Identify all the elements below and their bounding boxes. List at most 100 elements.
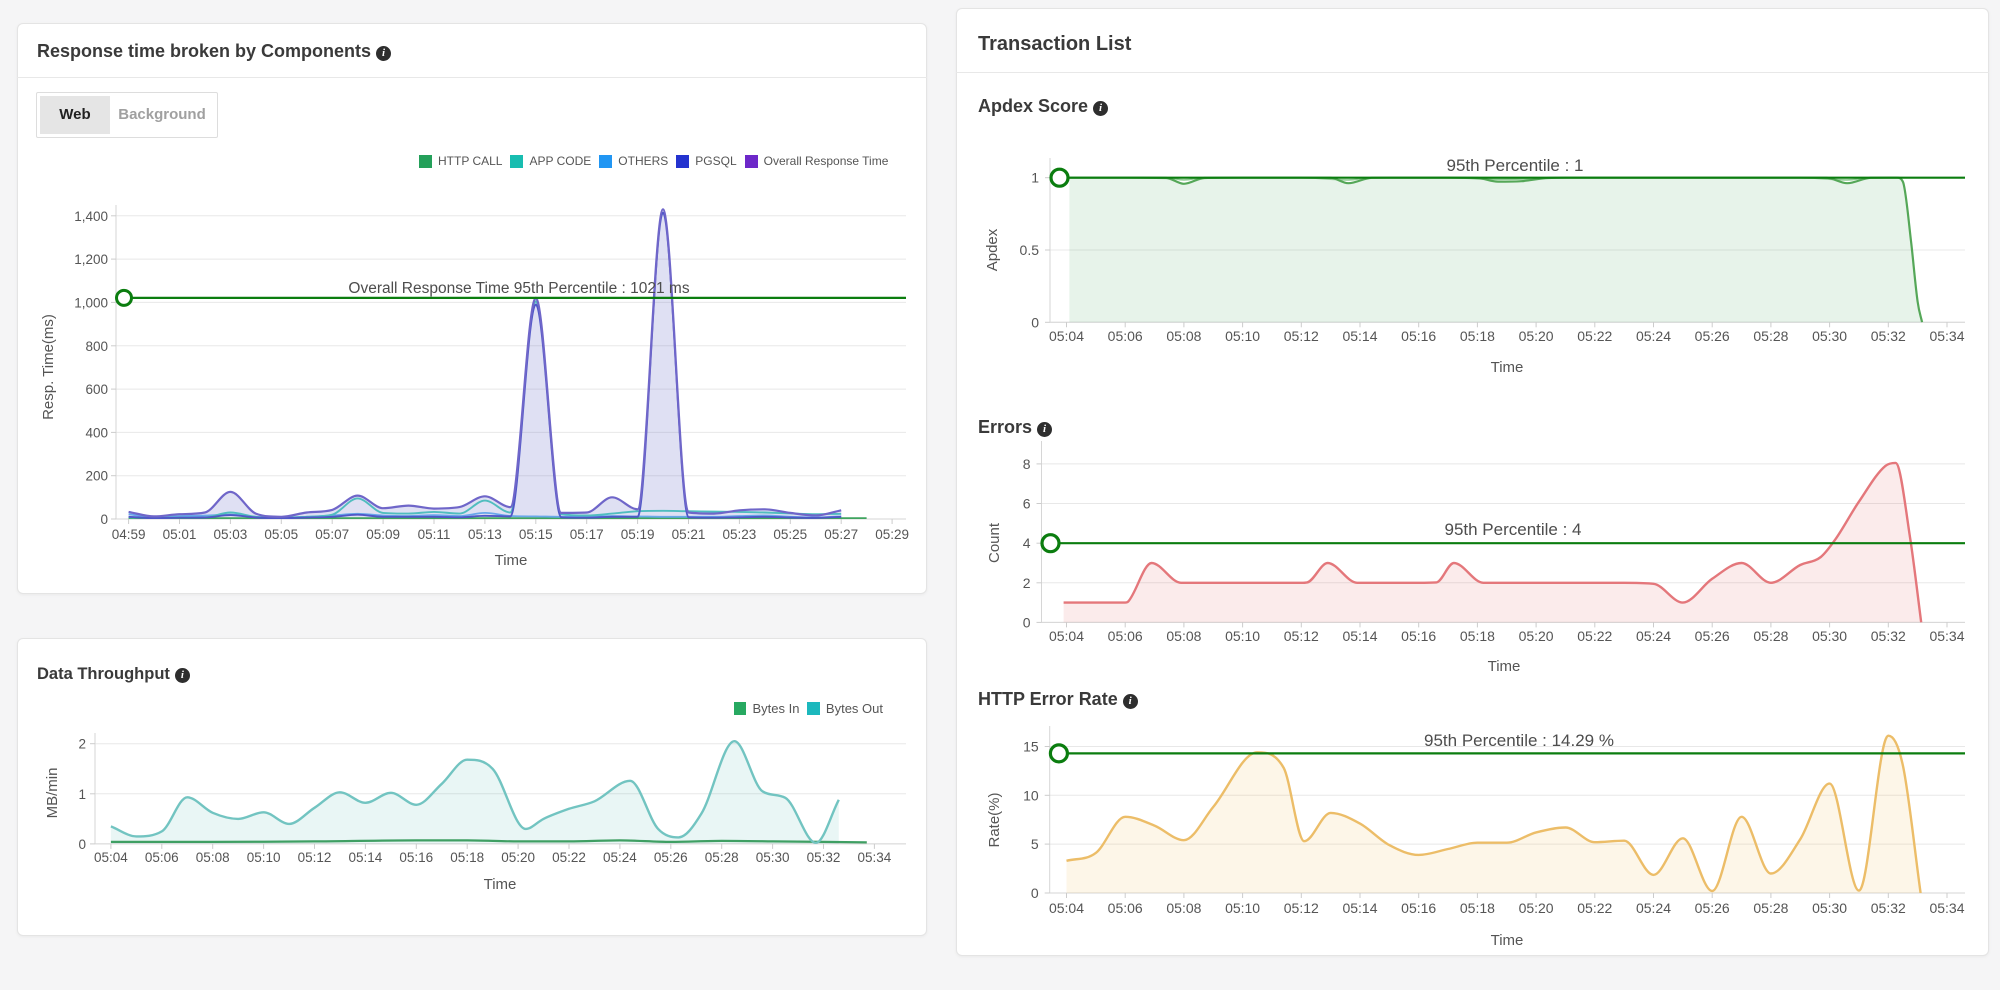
svg-text:05:12: 05:12 bbox=[298, 850, 332, 865]
svg-text:0: 0 bbox=[1023, 614, 1031, 630]
svg-text:2: 2 bbox=[78, 737, 86, 752]
svg-text:0: 0 bbox=[100, 512, 108, 527]
svg-text:95th Percentile : 1: 95th Percentile : 1 bbox=[1446, 156, 1583, 175]
svg-text:05:22: 05:22 bbox=[1577, 628, 1612, 644]
svg-text:Overall Response Time 95th Per: Overall Response Time 95th Percentile : … bbox=[348, 280, 689, 297]
svg-text:05:15: 05:15 bbox=[519, 527, 553, 542]
svg-text:05:12: 05:12 bbox=[1284, 328, 1319, 344]
svg-text:04:59: 04:59 bbox=[112, 527, 146, 542]
svg-text:05:04: 05:04 bbox=[1049, 628, 1084, 644]
svg-text:05:10: 05:10 bbox=[1225, 900, 1260, 916]
svg-text:95th Percentile : 4: 95th Percentile : 4 bbox=[1444, 520, 1581, 539]
svg-text:05:03: 05:03 bbox=[214, 527, 248, 542]
svg-text:05:19: 05:19 bbox=[621, 527, 655, 542]
svg-text:1,400: 1,400 bbox=[74, 209, 108, 224]
svg-text:05:06: 05:06 bbox=[145, 850, 179, 865]
svg-text:05:06: 05:06 bbox=[1108, 900, 1143, 916]
svg-text:05:32: 05:32 bbox=[1871, 328, 1906, 344]
svg-text:15: 15 bbox=[1023, 739, 1039, 755]
svg-text:95th Percentile : 14.29 %: 95th Percentile : 14.29 % bbox=[1424, 731, 1614, 750]
svg-text:05:24: 05:24 bbox=[1636, 328, 1671, 344]
svg-text:Time: Time bbox=[1488, 658, 1521, 675]
svg-text:05:12: 05:12 bbox=[1284, 900, 1319, 916]
svg-text:05:23: 05:23 bbox=[723, 527, 757, 542]
svg-text:1: 1 bbox=[1031, 170, 1039, 186]
svg-text:05:13: 05:13 bbox=[468, 527, 502, 542]
svg-text:5: 5 bbox=[1031, 836, 1039, 852]
svg-text:Time: Time bbox=[1491, 359, 1524, 376]
svg-text:05:14: 05:14 bbox=[1342, 628, 1377, 644]
svg-text:05:20: 05:20 bbox=[1519, 628, 1554, 644]
svg-text:6: 6 bbox=[1023, 496, 1031, 512]
svg-text:05:05: 05:05 bbox=[264, 527, 298, 542]
svg-text:1,000: 1,000 bbox=[74, 295, 108, 310]
svg-text:4: 4 bbox=[1023, 535, 1031, 551]
svg-text:05:34: 05:34 bbox=[858, 850, 892, 865]
svg-text:05:22: 05:22 bbox=[1577, 900, 1612, 916]
svg-text:05:24: 05:24 bbox=[1636, 900, 1671, 916]
svg-text:05:14: 05:14 bbox=[349, 850, 383, 865]
svg-text:05:20: 05:20 bbox=[1519, 328, 1554, 344]
svg-text:05:28: 05:28 bbox=[705, 850, 739, 865]
svg-text:05:18: 05:18 bbox=[450, 850, 484, 865]
svg-text:05:14: 05:14 bbox=[1342, 900, 1377, 916]
svg-text:05:24: 05:24 bbox=[603, 850, 637, 865]
svg-text:05:18: 05:18 bbox=[1460, 328, 1495, 344]
svg-text:05:24: 05:24 bbox=[1636, 628, 1671, 644]
svg-text:05:34: 05:34 bbox=[1929, 328, 1964, 344]
svg-text:0.5: 0.5 bbox=[1020, 242, 1040, 258]
svg-text:05:28: 05:28 bbox=[1753, 328, 1788, 344]
svg-text:0: 0 bbox=[78, 837, 86, 852]
svg-text:Resp. Time(ms): Resp. Time(ms) bbox=[40, 314, 57, 420]
svg-text:05:22: 05:22 bbox=[1577, 328, 1612, 344]
svg-text:05:09: 05:09 bbox=[366, 527, 400, 542]
svg-text:05:10: 05:10 bbox=[1225, 328, 1260, 344]
svg-text:05:28: 05:28 bbox=[1753, 900, 1788, 916]
svg-text:05:26: 05:26 bbox=[1695, 328, 1730, 344]
svg-text:05:10: 05:10 bbox=[247, 850, 281, 865]
svg-text:Rate(%): Rate(%) bbox=[986, 792, 1003, 847]
svg-text:05:32: 05:32 bbox=[1871, 900, 1906, 916]
svg-text:05:04: 05:04 bbox=[94, 850, 128, 865]
svg-text:0: 0 bbox=[1031, 314, 1039, 330]
svg-text:05:32: 05:32 bbox=[1871, 628, 1906, 644]
svg-text:Time: Time bbox=[484, 876, 517, 893]
svg-text:Apdex: Apdex bbox=[984, 228, 1001, 271]
svg-text:1: 1 bbox=[78, 787, 86, 802]
svg-text:05:26: 05:26 bbox=[1695, 628, 1730, 644]
svg-text:05:30: 05:30 bbox=[1812, 900, 1847, 916]
svg-text:05:18: 05:18 bbox=[1460, 628, 1495, 644]
svg-text:05:10: 05:10 bbox=[1225, 628, 1260, 644]
svg-text:05:11: 05:11 bbox=[418, 527, 451, 542]
svg-text:05:34: 05:34 bbox=[1929, 628, 1964, 644]
svg-text:05:08: 05:08 bbox=[1166, 900, 1201, 916]
svg-text:05:04: 05:04 bbox=[1049, 328, 1084, 344]
svg-text:05:12: 05:12 bbox=[1284, 628, 1319, 644]
svg-text:05:30: 05:30 bbox=[1812, 628, 1847, 644]
svg-text:600: 600 bbox=[85, 382, 108, 397]
svg-text:05:04: 05:04 bbox=[1049, 900, 1084, 916]
svg-text:05:34: 05:34 bbox=[1929, 900, 1964, 916]
svg-text:05:08: 05:08 bbox=[1166, 628, 1201, 644]
svg-text:05:16: 05:16 bbox=[399, 850, 433, 865]
svg-text:10: 10 bbox=[1023, 787, 1039, 803]
svg-text:05:16: 05:16 bbox=[1401, 328, 1436, 344]
svg-text:05:16: 05:16 bbox=[1401, 628, 1436, 644]
svg-text:05:22: 05:22 bbox=[552, 850, 586, 865]
svg-text:8: 8 bbox=[1023, 456, 1031, 472]
svg-text:05:06: 05:06 bbox=[1108, 328, 1143, 344]
svg-text:MB/min: MB/min bbox=[44, 768, 61, 819]
svg-text:05:28: 05:28 bbox=[1753, 628, 1788, 644]
svg-text:0: 0 bbox=[1031, 885, 1039, 901]
svg-text:200: 200 bbox=[85, 469, 108, 484]
svg-text:400: 400 bbox=[85, 425, 108, 440]
svg-text:05:25: 05:25 bbox=[773, 527, 807, 542]
svg-text:05:08: 05:08 bbox=[1166, 328, 1201, 344]
svg-text:05:06: 05:06 bbox=[1108, 628, 1143, 644]
svg-text:2: 2 bbox=[1023, 575, 1031, 591]
svg-text:05:21: 05:21 bbox=[672, 527, 706, 542]
svg-text:1,200: 1,200 bbox=[74, 252, 108, 267]
svg-text:05:29: 05:29 bbox=[875, 527, 909, 542]
svg-text:05:07: 05:07 bbox=[315, 527, 349, 542]
svg-text:05:14: 05:14 bbox=[1342, 328, 1377, 344]
